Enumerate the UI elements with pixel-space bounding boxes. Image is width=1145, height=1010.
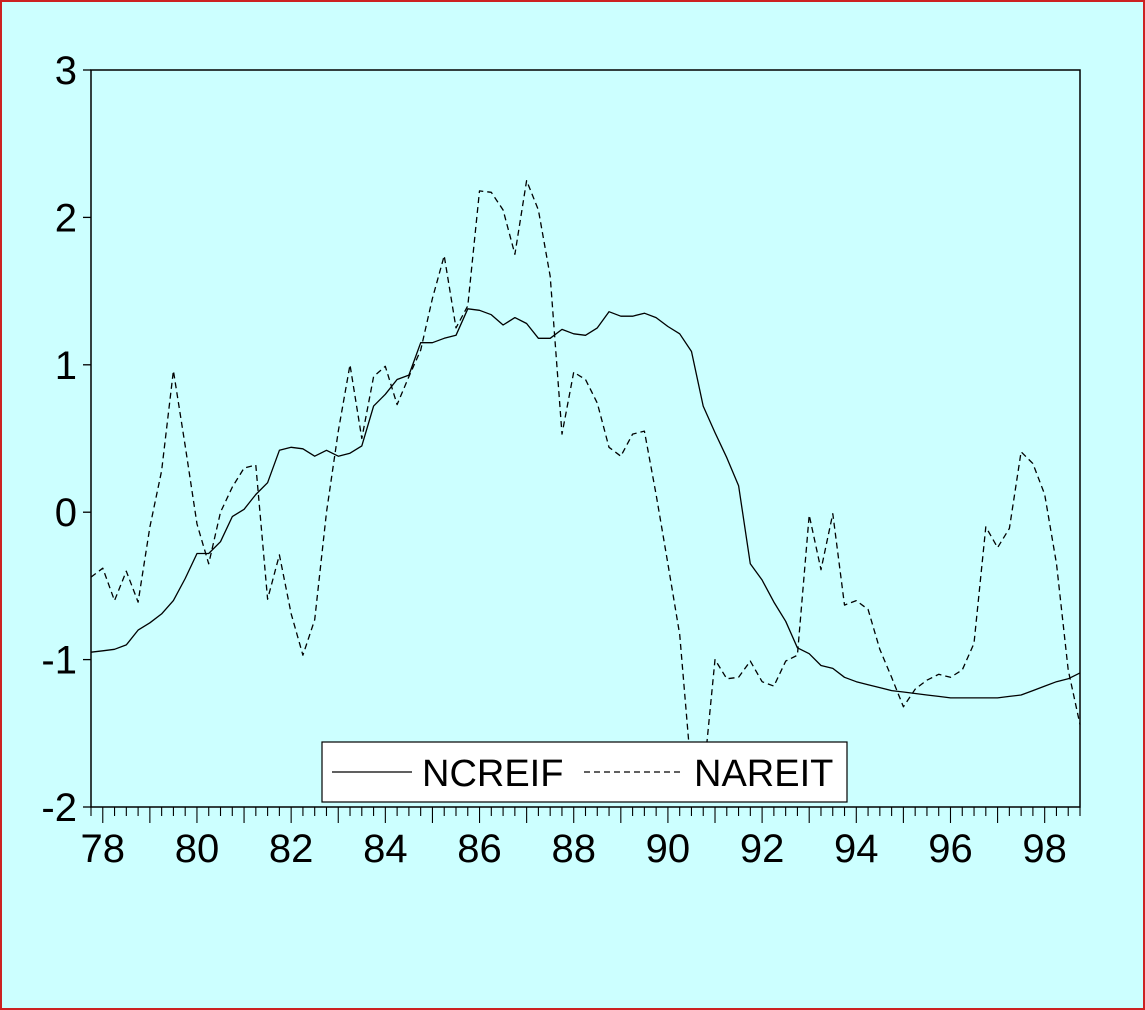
plot-area <box>91 70 1080 807</box>
legend-label-nareit: NAREIT <box>694 753 833 795</box>
series-line-nareit <box>91 181 1080 781</box>
y-tick-label: 1 <box>55 344 77 388</box>
x-tick-label: 82 <box>269 827 314 871</box>
x-tick-label: 92 <box>740 827 785 871</box>
x-tick-label: 80 <box>175 827 220 871</box>
x-tick-label: 96 <box>928 827 973 871</box>
legend-label-ncreif: NCREIF <box>422 753 563 795</box>
x-tick-label: 94 <box>834 827 879 871</box>
x-tick-label: 78 <box>81 827 126 871</box>
y-tick-label: 0 <box>55 491 77 535</box>
x-tick-label: 84 <box>363 827 408 871</box>
legend: NCREIF NAREIT <box>322 742 847 802</box>
x-tick-label: 88 <box>551 827 596 871</box>
y-axis: -2 -1 0 1 2 3 <box>41 49 91 830</box>
x-tick-label: 98 <box>1022 827 1067 871</box>
x-axis: 78 80 82 84 86 88 90 92 94 96 98 <box>81 807 1080 871</box>
x-tick-label: 90 <box>646 827 691 871</box>
y-tick-label: -1 <box>41 639 77 683</box>
series-line-ncreif <box>91 309 1080 698</box>
x-tick-label: 86 <box>457 827 502 871</box>
y-tick-label: 2 <box>55 196 77 240</box>
y-tick-label: -2 <box>41 786 77 830</box>
series-layer <box>91 181 1080 781</box>
y-tick-label: 3 <box>55 49 77 93</box>
